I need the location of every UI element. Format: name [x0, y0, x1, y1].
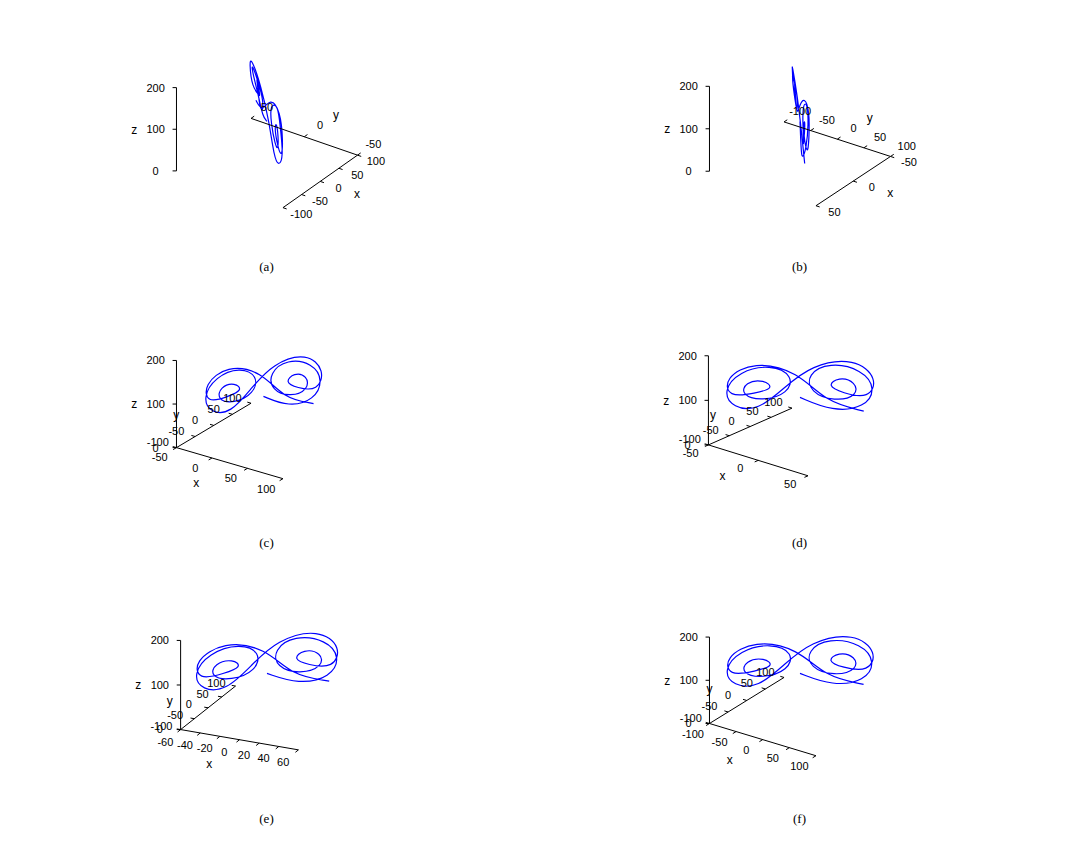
svg-text:-50: -50	[901, 156, 917, 168]
svg-text:100: 100	[764, 396, 782, 408]
svg-text:50: 50	[351, 169, 363, 181]
svg-text:-50: -50	[151, 451, 168, 464]
svg-text:-50: -50	[702, 424, 718, 436]
svg-text:y: y	[710, 408, 716, 422]
html-text:(d): (d)	[791, 535, 808, 550]
svg-text:-50: -50	[818, 114, 834, 126]
svg-text:y: y	[333, 108, 339, 122]
svg-text:0: 0	[185, 698, 191, 710]
svg-text:100: 100	[146, 398, 164, 410]
svg-text:z: z	[131, 123, 137, 137]
svg-text:0: 0	[152, 165, 158, 177]
svg-text:50: 50	[746, 405, 758, 417]
svg-text:y: y	[166, 694, 172, 708]
svg-text:-50: -50	[167, 709, 183, 721]
svg-text:0: 0	[317, 119, 323, 131]
svg-text:0: 0	[743, 744, 749, 756]
svg-text:-50: -50	[682, 446, 699, 459]
svg-text:50: 50	[828, 206, 840, 218]
svg-text:0: 0	[152, 442, 158, 454]
svg-text:50: 50	[766, 752, 778, 764]
svg-text:-100: -100	[679, 711, 702, 724]
svg-text:0: 0	[221, 746, 227, 758]
svg-text:0: 0	[725, 689, 731, 701]
svg-text:x: x	[206, 757, 212, 771]
svg-text:x: x	[887, 186, 893, 200]
svg-text:-50: -50	[701, 700, 717, 712]
html-text:(a): (a)	[259, 259, 274, 274]
svg-text:100: 100	[678, 394, 696, 406]
svg-text:50: 50	[196, 688, 208, 700]
svg-text:-60: -60	[157, 736, 173, 748]
svg-text:-50: -50	[312, 195, 328, 207]
svg-text:0: 0	[737, 462, 743, 474]
svg-text:100: 100	[679, 123, 697, 135]
svg-text:x: x	[354, 187, 360, 201]
svg-text:x: x	[719, 469, 725, 483]
svg-text:x: x	[726, 753, 732, 767]
svg-text:x: x	[193, 476, 199, 490]
svg-text:0: 0	[192, 462, 198, 474]
svg-text:60: 60	[277, 756, 289, 768]
svg-text:50: 50	[224, 472, 236, 484]
svg-text:100: 100	[756, 666, 774, 678]
svg-text:-100: -100	[678, 433, 701, 446]
svg-text:-100: -100	[681, 728, 703, 740]
svg-text:0: 0	[335, 182, 341, 194]
svg-text:200: 200	[150, 634, 168, 646]
svg-text:z: z	[664, 674, 670, 688]
svg-text:0: 0	[868, 181, 874, 193]
svg-text:50: 50	[873, 131, 885, 143]
svg-text:0: 0	[685, 165, 691, 177]
svg-text:20: 20	[237, 749, 249, 761]
svg-text:200: 200	[679, 631, 697, 643]
svg-text:-50: -50	[168, 425, 184, 437]
svg-text:-50: -50	[711, 736, 727, 748]
svg-text:z: z	[135, 678, 141, 692]
svg-text:-100: -100	[149, 720, 172, 733]
svg-text:100: 100	[257, 483, 275, 495]
svg-text:40: 40	[257, 752, 269, 764]
svg-text:200: 200	[146, 354, 164, 366]
svg-text:0: 0	[191, 414, 197, 426]
svg-text:0: 0	[684, 439, 690, 451]
svg-text:50: 50	[260, 101, 272, 113]
svg-text:100: 100	[897, 140, 915, 152]
svg-text:200: 200	[679, 80, 697, 92]
svg-text:50: 50	[740, 677, 752, 689]
svg-text:50: 50	[207, 403, 219, 415]
svg-text:100: 100	[679, 674, 697, 686]
svg-text:0: 0	[156, 723, 162, 735]
svg-text:-40: -40	[177, 739, 193, 751]
svg-text:100: 100	[150, 679, 168, 691]
svg-text:y: y	[706, 682, 712, 696]
svg-text:y: y	[866, 111, 872, 125]
svg-text:200: 200	[146, 82, 164, 94]
svg-text:0: 0	[850, 122, 856, 134]
html-text:(f): (f)	[793, 811, 806, 826]
svg-text:y: y	[173, 408, 179, 422]
svg-text:-100: -100	[290, 208, 312, 220]
svg-text:-50: -50	[365, 138, 381, 150]
svg-text:0: 0	[685, 717, 691, 729]
svg-text:-100: -100	[146, 436, 169, 449]
svg-text:100: 100	[207, 677, 225, 689]
svg-text:0: 0	[728, 415, 734, 427]
html-text:(c): (c)	[259, 535, 274, 550]
svg-text:50: 50	[784, 478, 796, 490]
html-text:(e): (e)	[259, 811, 274, 826]
html-text:(b): (b)	[791, 259, 808, 274]
svg-text:100: 100	[366, 155, 384, 167]
svg-text:-20: -20	[196, 742, 212, 754]
svg-text:200: 200	[678, 350, 696, 362]
svg-text:z: z	[131, 397, 137, 411]
svg-text:z: z	[664, 122, 670, 136]
svg-text:100: 100	[223, 392, 241, 404]
svg-text:-100: -100	[789, 105, 811, 117]
svg-text:100: 100	[790, 760, 808, 772]
svg-text:z: z	[663, 394, 669, 408]
svg-text:100: 100	[146, 123, 164, 135]
